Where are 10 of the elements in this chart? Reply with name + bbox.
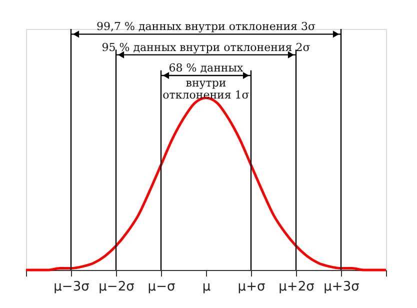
x-tick-label: μ+2σ xyxy=(278,280,314,294)
x-tick-label: μ xyxy=(202,280,211,294)
x-tick-label: μ+3σ xyxy=(324,280,360,294)
annotation: 68 % данных внутри отклонения 1σ xyxy=(162,61,250,102)
x-tick-label: μ−2σ xyxy=(98,280,134,294)
text: 95 % данных внутри отклонения 2σ xyxy=(102,40,311,54)
x-tick-label: μ+σ xyxy=(238,280,266,294)
x-tick-label: μ−σ xyxy=(148,280,176,294)
text: 99,7 % данных внутри отклонения 3σ xyxy=(96,20,316,34)
x-tick-label: μ−3σ xyxy=(54,280,90,294)
